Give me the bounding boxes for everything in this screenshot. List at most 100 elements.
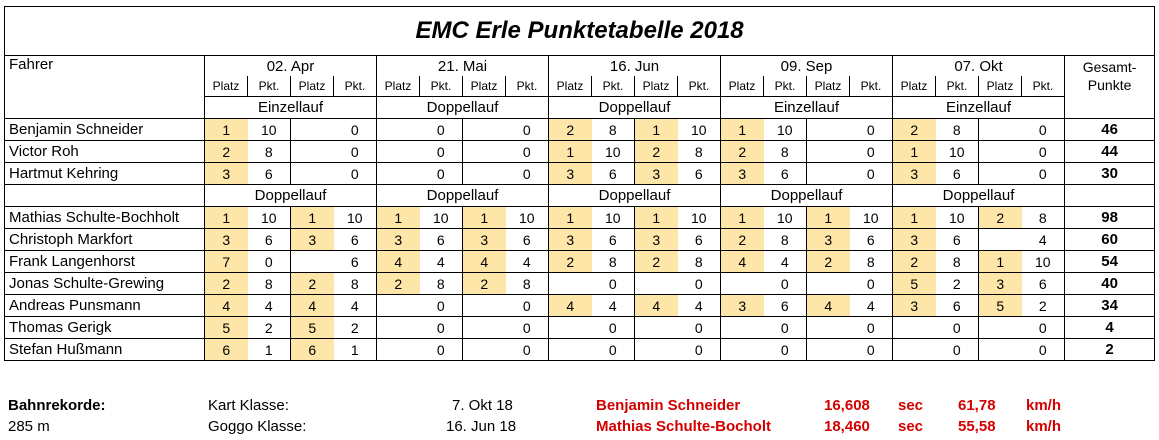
points-cell: 8 [935,250,979,273]
platz-header: Platz [806,76,850,97]
records-label: Bahnrekorde: [8,397,106,414]
platz-cell: 4 [806,294,850,317]
points-cell: 0 [1021,140,1065,163]
points-cell: 8 [677,250,721,273]
points-cell: 8 [677,140,721,163]
points-cell: 10 [591,140,635,163]
points-cell: 0 [505,140,549,163]
points-cell: 6 [247,228,291,251]
platz-cell [462,118,506,141]
platz-cell: 3 [634,162,678,185]
platz-cell: 3 [892,228,936,251]
pkt-header: Pkt. [505,76,549,97]
platz-cell [892,338,936,361]
points-cell: 10 [935,140,979,163]
driver-name: Benjamin Schneider [4,118,205,141]
platz-cell: 4 [720,250,764,273]
points-cell: 10 [935,206,979,229]
platz-cell [720,272,764,295]
platz-cell [376,294,420,317]
platz-cell: 5 [892,272,936,295]
platz-cell [978,316,1022,339]
platz-cell: 7 [204,250,248,273]
driver-name: Andreas Punsmann [4,294,205,317]
blank-cell [4,184,205,207]
platz-cell: 4 [290,294,334,317]
title-row: EMC Erle Punktetabelle 2018 [3,6,1156,56]
points-cell: 6 [419,228,463,251]
points-cell: 2 [1021,294,1065,317]
points-cell: 8 [247,140,291,163]
platz-header: Platz [978,76,1022,97]
points-cell: 10 [333,206,377,229]
table-title: EMC Erle Punktetabelle 2018 [3,6,1156,56]
platz-cell: 1 [892,206,936,229]
platz-cell: 2 [462,272,506,295]
platz-cell: 1 [892,140,936,163]
points-cell: 10 [849,206,893,229]
points-cell: 4 [1021,228,1065,251]
race-type: Doppellauf [548,96,721,119]
platz-cell: 1 [634,118,678,141]
points-cell: 0 [1021,162,1065,185]
platz-cell: 3 [720,294,764,317]
platz-cell [462,316,506,339]
platz-cell: 3 [548,162,592,185]
total-points: 2 [1063,338,1156,361]
platz-cell [634,272,678,295]
platz-cell: 3 [634,228,678,251]
gesamt-header: Gesamt- Punkte [1063,55,1156,119]
points-cell: 8 [935,118,979,141]
points-cell: 8 [1021,206,1065,229]
race-type: Doppellauf [548,184,721,207]
points-cell: 4 [591,294,635,317]
pkt-header: Pkt. [1021,76,1065,97]
platz-cell: 3 [204,162,248,185]
record-time: 16,608 [824,397,870,414]
race-type: Doppellauf [376,96,549,119]
points-cell: 6 [935,294,979,317]
platz-cell: 3 [376,228,420,251]
platz-cell: 2 [634,140,678,163]
total-points: 54 [1063,250,1156,273]
platz-cell [376,162,420,185]
points-cell: 0 [591,272,635,295]
driver-name: Stefan Hußmann [4,338,205,361]
platz-cell: 4 [376,250,420,273]
points-cell: 0 [935,338,979,361]
platz-cell [634,316,678,339]
track-length: 285 m [8,418,50,435]
points-cell: 0 [677,316,721,339]
platz-cell [376,140,420,163]
points-cell: 10 [247,206,291,229]
driver-name: Victor Roh [4,140,205,163]
platz-cell [376,316,420,339]
points-cell: 6 [763,162,807,185]
platz-cell [978,118,1022,141]
platz-cell [290,250,334,273]
points-cell: 0 [505,338,549,361]
points-cell: 0 [505,294,549,317]
platz-cell [806,118,850,141]
driver-row: Frank Langenhorst 7 0 6 4 4 4 4 2 8 2 8 4 4 2 8 2 8 1 10 54 [4,250,1156,273]
pkt-header: Pkt. [333,76,377,97]
points-cell: 4 [763,250,807,273]
platz-cell: 1 [634,206,678,229]
points-cell: 10 [763,206,807,229]
platz-cell: 5 [204,316,248,339]
platz-cell [462,140,506,163]
points-cell: 10 [677,206,721,229]
pkt-header: Pkt. [591,76,635,97]
points-cell: 0 [935,316,979,339]
points-cell: 0 [419,338,463,361]
driver-row: Benjamin Schneider 1 10 0 0 0 2 8 1 10 1 10 0 2 8 0 46 [4,118,1156,141]
platz-cell: 2 [204,140,248,163]
platz-cell [978,162,1022,185]
driver-row: Jonas Schulte-Grewing 2 8 2 8 2 8 2 8 0 0 0 0 5 2 3 6 40 [4,272,1156,295]
points-cell: 0 [419,316,463,339]
platz-cell [462,338,506,361]
record-class: Goggo Klasse: [208,418,307,435]
record-speed: 61,78 [958,397,996,414]
record-speed: 55,58 [958,418,996,435]
points-cell: 4 [419,250,463,273]
